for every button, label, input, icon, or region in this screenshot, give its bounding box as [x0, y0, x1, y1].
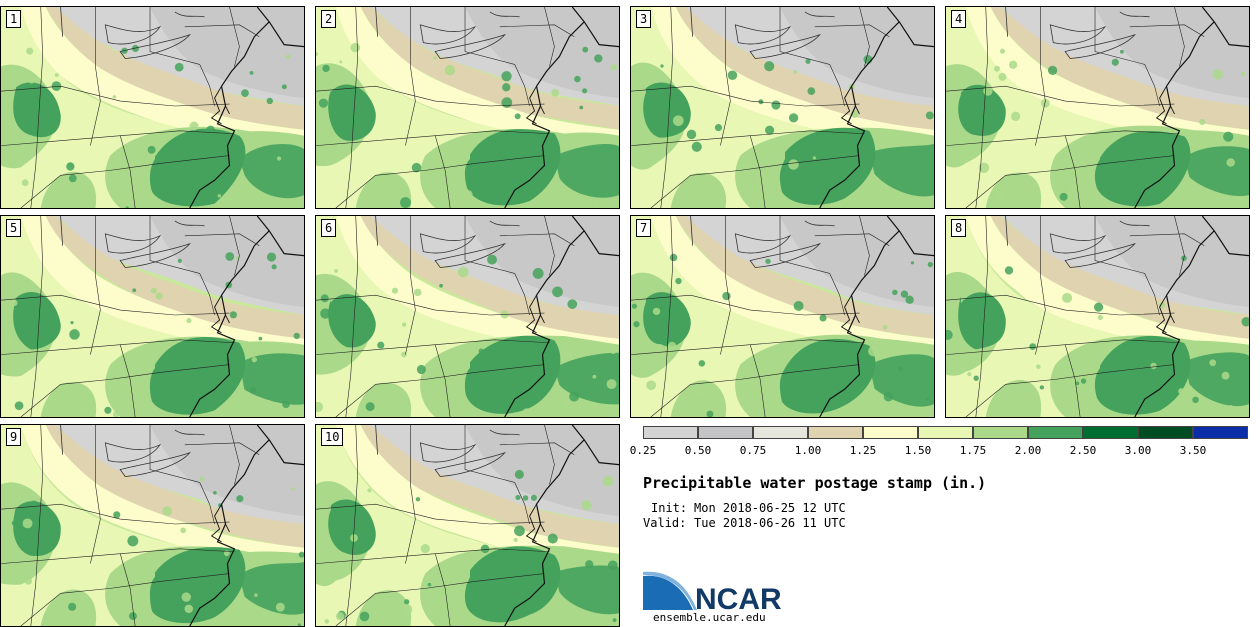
panel-member-label: 1: [6, 10, 22, 28]
map-panel[interactable]: 9: [0, 424, 305, 627]
colorbar-tick-label: 0.50: [684, 444, 712, 457]
colorbar-tick-label: 0.75: [739, 444, 767, 457]
colorbar-swatch: [1193, 426, 1248, 439]
panel-member-label: 7: [636, 219, 652, 237]
map-panel[interactable]: 3: [630, 6, 935, 209]
ncar-logo: NCAR: [643, 570, 793, 618]
colorbar-tick-label: 2.50: [1069, 444, 1097, 457]
colorbar-swatch: [698, 426, 753, 439]
colorbar-swatch: [753, 426, 808, 439]
map-panel[interactable]: 10: [315, 424, 620, 627]
valid-label: Valid:: [643, 516, 687, 530]
colorbar-swatch: [1138, 426, 1193, 439]
map-panel[interactable]: 2: [315, 6, 620, 209]
colorbar-tick-label: 1.25: [849, 444, 877, 457]
panel-member-label: 4: [951, 10, 967, 28]
panel-member-label: 10: [321, 428, 344, 446]
ncar-logo-text: NCAR: [695, 583, 782, 614]
website-link[interactable]: ensemble.ucar.edu: [653, 611, 766, 624]
valid-time: Tue 2018-06-26 11 UTC: [694, 516, 846, 530]
product-title: Precipitable water postage stamp (in.): [643, 474, 987, 492]
init-time: Mon 2018-06-25 12 UTC: [694, 501, 846, 515]
colorbar-tick-label: 1.75: [959, 444, 987, 457]
init-label: Init:: [651, 501, 688, 515]
colorbar-tick-label: 0.25: [629, 444, 657, 457]
panel-member-label: 5: [6, 219, 22, 237]
colorbar-tick-label: 1.00: [794, 444, 822, 457]
map-panel[interactable]: 4: [945, 6, 1250, 209]
colorbar-tick-label: 2.00: [1014, 444, 1042, 457]
colorbar-swatch: [1028, 426, 1083, 439]
colorbar-swatch: [643, 426, 698, 439]
colorbar-legend: 0.25 0.50 0.75 1.00 1.25 1.50 1.75 2.00 2.50 3.00…: [630, 426, 1248, 457]
colorbar-swatch: [973, 426, 1028, 439]
colorbar-tick-label: 1.50: [904, 444, 932, 457]
panel-member-label: 8: [951, 219, 967, 237]
panel-member-label: 2: [321, 10, 337, 28]
map-panel[interactable]: 8: [945, 215, 1250, 418]
map-panel[interactable]: 5: [0, 215, 305, 418]
colorbar-swatch: [1083, 426, 1138, 439]
map-panel[interactable]: 6: [315, 215, 620, 418]
ncar-swoosh-icon: [643, 575, 693, 610]
colorbar-tick-label: 3.00: [1124, 444, 1152, 457]
colorbar-swatch: [918, 426, 973, 439]
map-panel[interactable]: 1: [0, 6, 305, 209]
colorbar-swatch: [863, 426, 918, 439]
map-panel[interactable]: 7: [630, 215, 935, 418]
panel-member-label: 3: [636, 10, 652, 28]
panel-member-label: 6: [321, 219, 337, 237]
colorbar-swatch: [808, 426, 863, 439]
colorbar-tick-label: 3.50: [1179, 444, 1207, 457]
panel-member-label: 9: [6, 428, 22, 446]
